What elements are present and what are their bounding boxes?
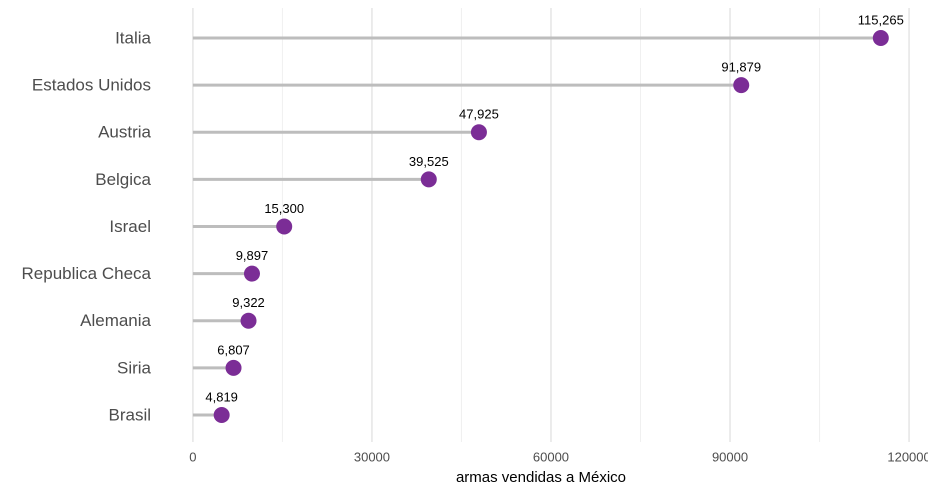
point <box>420 171 437 188</box>
y-tick-label: Austria <box>98 123 151 142</box>
value-label: 39,525 <box>409 154 449 169</box>
value-label: 4,819 <box>205 389 238 404</box>
point <box>213 407 230 423</box>
y-tick-label: Siria <box>117 358 152 377</box>
y-tick-label: Israel <box>109 217 151 236</box>
point <box>470 124 487 141</box>
value-label: 47,925 <box>459 107 499 122</box>
y-tick-label: Estados Unidos <box>32 76 151 95</box>
x-tick-label: 30000 <box>354 449 390 464</box>
point <box>276 218 293 235</box>
value-label: 15,300 <box>264 201 304 216</box>
y-tick-label: Belgica <box>95 170 151 189</box>
x-tick-label: 0 <box>189 449 196 464</box>
point <box>872 30 889 46</box>
value-label: 9,897 <box>236 248 269 263</box>
point <box>240 312 257 329</box>
y-tick-label: Alemania <box>80 311 151 330</box>
point <box>733 77 750 94</box>
point <box>243 265 260 282</box>
x-tick-label: 60000 <box>533 449 569 464</box>
point <box>225 359 242 376</box>
x-tick-label: 120000 <box>887 449 928 464</box>
x-axis-label: armas vendidas a México <box>456 469 626 486</box>
value-label: 6,807 <box>217 342 250 357</box>
value-label: 91,879 <box>721 60 761 75</box>
y-tick-label: Brasil <box>108 405 151 424</box>
x-tick-label: 90000 <box>712 449 748 464</box>
y-tick-label: Republica Checa <box>22 264 152 283</box>
value-label: 9,322 <box>232 295 265 310</box>
y-tick-label: Italia <box>115 28 151 47</box>
value-label: 115,265 <box>858 12 904 27</box>
